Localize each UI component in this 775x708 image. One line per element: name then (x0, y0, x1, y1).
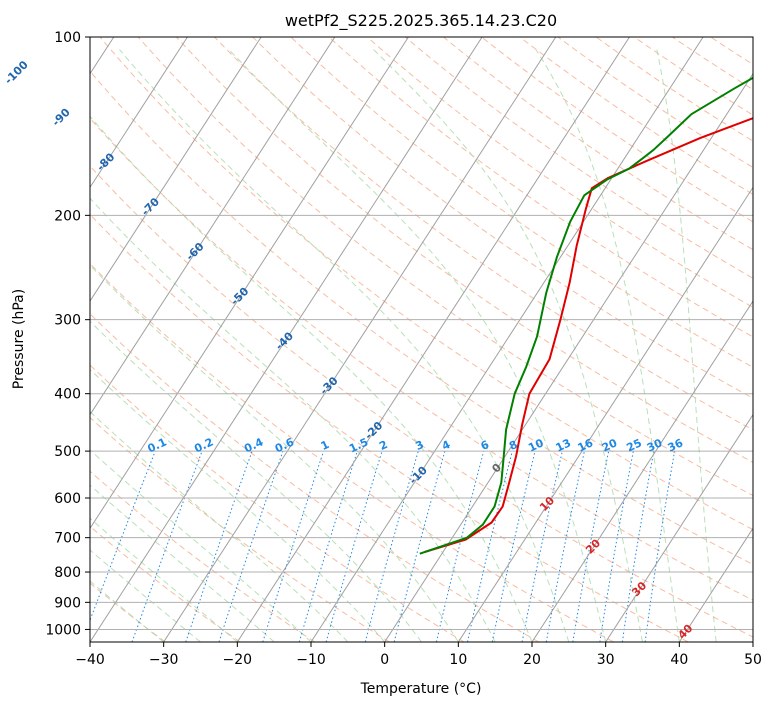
y-axis-title: Pressure (hPa) (11, 289, 27, 389)
dry-adiabat-line (214, 37, 753, 431)
mixing-ratio-label: 25 (624, 436, 643, 454)
isotherm-line (678, 527, 753, 642)
moist-adiabat-line (90, 197, 496, 642)
isotherm-label: -100 (2, 58, 31, 87)
y-tick-label: 1000 (45, 622, 81, 638)
isotherm-line (457, 186, 753, 642)
temperature-profile-line (424, 117, 753, 553)
mixing-ratio-line (218, 450, 284, 642)
isotherm-line (236, 37, 630, 642)
moist-adiabat-line (656, 49, 717, 642)
dry-adiabat-line (90, 364, 465, 642)
isotherm-line (90, 37, 409, 530)
y-tick-label: 200 (54, 208, 81, 224)
isotherm-line (90, 37, 483, 642)
y-tick-label: 300 (54, 313, 81, 329)
moist-adiabat-line (535, 49, 680, 642)
chart-title: wetPf2_S225.2025.365.14.23.C20 (285, 11, 557, 31)
isotherm-line (384, 72, 753, 642)
y-tick-label: 800 (54, 565, 81, 581)
isotherm-line (90, 37, 188, 189)
y-tick-label: 500 (54, 444, 81, 460)
x-tick-label: 40 (670, 652, 688, 668)
moist-adiabat-line (90, 517, 238, 642)
x-axis-title: Temperature (°C) (360, 681, 482, 697)
x-tick-label: 50 (744, 652, 762, 668)
isotherm-line (90, 37, 262, 302)
x-tick-label: −10 (296, 652, 326, 668)
profile-lines (419, 76, 753, 555)
plot-frame (89, 36, 754, 643)
dry-adiabat-line (328, 37, 753, 338)
dry-adiabat-line (557, 37, 753, 169)
x-tick-label: 10 (449, 652, 467, 668)
dry-adiabat-line (90, 313, 540, 642)
isotherm-line (531, 300, 753, 642)
dry-adiabat-line (90, 165, 753, 638)
dry-adiabat-line (137, 37, 753, 497)
mixing-ratio-line (491, 450, 536, 642)
isotherm-line (90, 37, 336, 416)
dry-adiabat-line (90, 470, 315, 642)
axes: −40 −30 −20 −10 0 10 20 30 40 50 100 200 300 400 500 60… (45, 30, 762, 668)
dry-adiabat-line (595, 37, 753, 142)
moist-adiabat-line (90, 264, 459, 642)
dewpoint-profile-line (419, 76, 753, 555)
mixing-ratio-line (325, 450, 383, 642)
y-tick-label: 400 (54, 387, 81, 403)
isotherm-line (605, 413, 753, 642)
isotherm-label: -90 (50, 106, 73, 129)
mixing-ratio-label: 30 (645, 436, 665, 454)
mixing-ratio-line (435, 450, 485, 642)
mixing-ratio-line (262, 450, 324, 642)
isotherm-line (310, 37, 704, 642)
dry-adiabat-line (366, 37, 753, 308)
y-tick-label: 100 (54, 30, 81, 46)
mixing-ratio-line (644, 451, 676, 642)
y-tick-label: 900 (54, 595, 81, 611)
isotherm-line (163, 37, 557, 642)
mixing-ratio-label: 36 (666, 436, 686, 454)
y-tick-label: 700 (54, 531, 81, 547)
x-tick-label: 30 (597, 652, 615, 668)
moist-adiabat-line (228, 49, 607, 642)
x-tick-label: 20 (523, 652, 541, 668)
mixing-ratio-line (90, 450, 156, 622)
dry-adiabat-line (252, 37, 753, 399)
dry-adiabat-line (90, 70, 753, 566)
x-tick-label: 0 (380, 652, 389, 668)
moist-adiabat-line (119, 49, 570, 642)
y-tick-label: 600 (54, 491, 81, 507)
mixing-ratio-label: 16 (576, 436, 596, 454)
x-tick-label: −40 (75, 652, 105, 668)
mixing-ratio-line (621, 451, 655, 642)
moist-adiabat-line (90, 411, 349, 642)
plot-background (90, 37, 753, 642)
moist-adiabat-line (373, 49, 643, 642)
dry-adiabat-line (290, 37, 753, 368)
x-tick-label: −30 (149, 652, 179, 668)
x-tick-label: −20 (223, 652, 253, 668)
mixing-ratio-line (467, 450, 513, 642)
mixing-ratio-line (298, 450, 358, 642)
moist-adiabat-line (90, 368, 386, 642)
dry-adiabat-line (99, 37, 753, 531)
dry-adiabat-line (176, 37, 753, 463)
isotherm-line (752, 641, 753, 642)
mixing-ratio-label: 20 (600, 436, 620, 454)
mixing-ratio-line (185, 450, 253, 642)
mixing-ratio-line (364, 450, 419, 642)
dry-adiabat-line (90, 117, 753, 601)
moist-adiabat-line (90, 320, 422, 642)
mixing-ratio-label: 13 (554, 436, 573, 454)
moist-adiabat-line (90, 115, 533, 642)
background-lines (90, 37, 753, 642)
mixing-ratio-label: 10 (526, 436, 546, 454)
dry-adiabat-line (90, 213, 689, 642)
